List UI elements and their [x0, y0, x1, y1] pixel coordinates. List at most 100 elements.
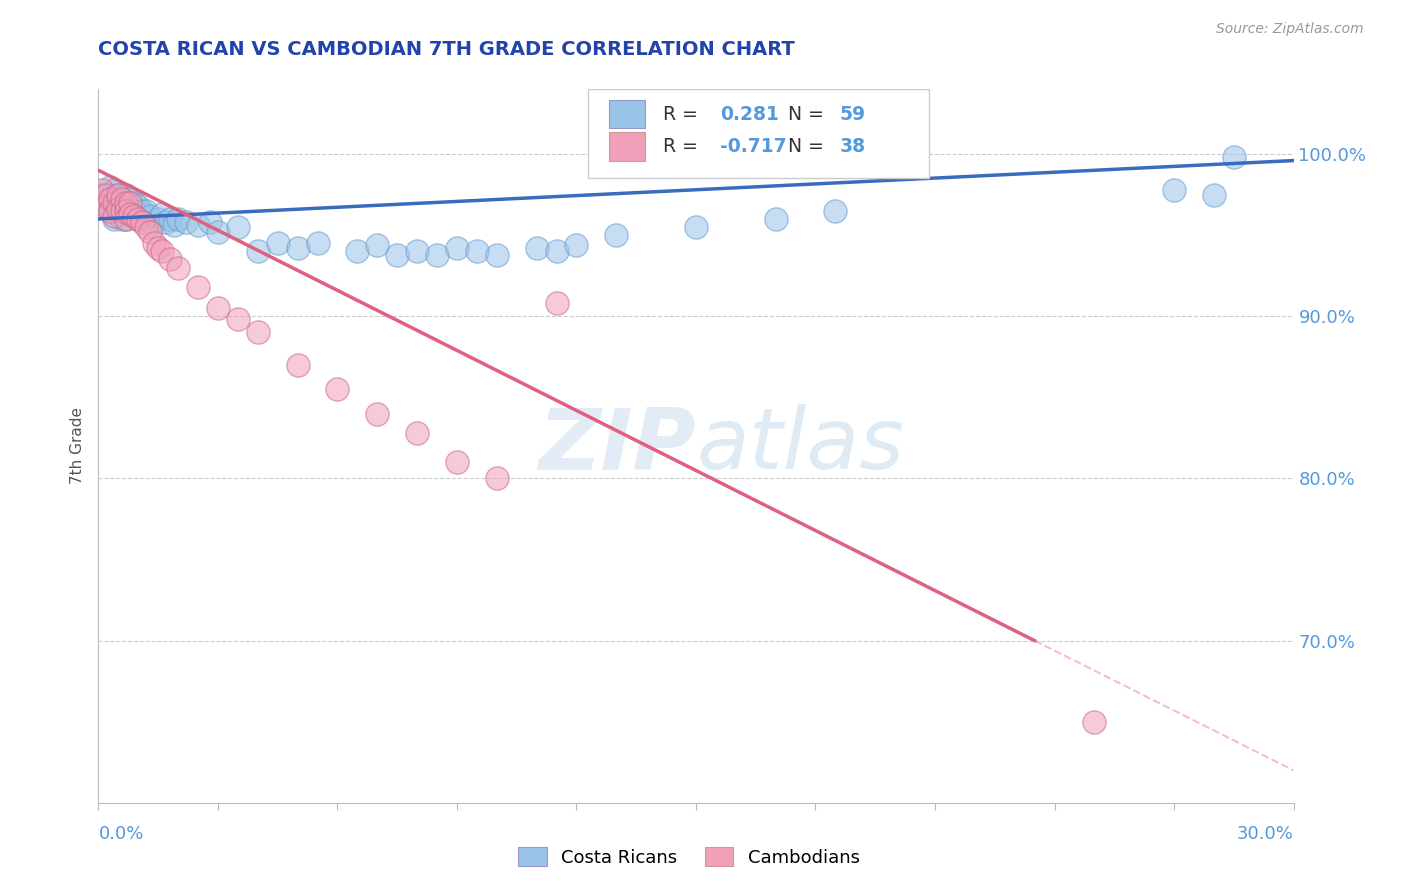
Point: [100, 203, 122, 218]
Point: [96, 187, 118, 202]
Point: [1202, 187, 1225, 202]
Point: [406, 244, 429, 259]
Point: [267, 236, 290, 251]
Text: 0.281: 0.281: [720, 104, 779, 124]
Point: [150, 244, 173, 259]
Point: [465, 244, 488, 259]
Point: [167, 260, 190, 275]
FancyBboxPatch shape: [588, 89, 929, 178]
Point: [1222, 150, 1246, 164]
Point: [366, 407, 388, 421]
Point: [111, 193, 134, 207]
Point: [120, 199, 142, 213]
Point: [226, 312, 249, 326]
Point: [131, 215, 153, 229]
Point: [96, 199, 118, 213]
Point: [159, 252, 181, 267]
Point: [187, 219, 209, 233]
Text: N =: N =: [787, 136, 830, 156]
Point: [155, 215, 177, 229]
Point: [446, 455, 468, 469]
Point: [107, 202, 129, 217]
Text: Source: ZipAtlas.com: Source: ZipAtlas.com: [1216, 22, 1364, 37]
Point: [115, 195, 138, 210]
Point: [148, 241, 170, 255]
Point: [326, 382, 349, 396]
Point: [546, 296, 568, 310]
Point: [150, 207, 173, 221]
Point: [406, 425, 429, 440]
Text: R =: R =: [662, 136, 703, 156]
Point: [127, 211, 149, 226]
Point: [485, 247, 508, 261]
Point: [107, 187, 129, 202]
Point: [207, 301, 229, 315]
Point: [103, 195, 125, 210]
Point: [163, 219, 186, 233]
Point: [526, 241, 548, 255]
Point: [111, 193, 134, 207]
Point: [111, 203, 134, 218]
Point: [120, 207, 142, 221]
Point: [226, 220, 249, 235]
Point: [120, 193, 142, 207]
Point: [135, 220, 157, 235]
Point: [198, 215, 221, 229]
Point: [287, 358, 309, 372]
Point: [167, 211, 190, 226]
Point: [565, 238, 588, 252]
Point: [159, 211, 181, 226]
Point: [685, 220, 707, 235]
Point: [385, 247, 409, 261]
Text: atlas: atlas: [696, 404, 904, 488]
Text: COSTA RICAN VS CAMBODIAN 7TH GRADE CORRELATION CHART: COSTA RICAN VS CAMBODIAN 7TH GRADE CORRE…: [98, 40, 796, 59]
Text: R =: R =: [662, 104, 703, 124]
Point: [100, 179, 122, 194]
Point: [605, 228, 627, 243]
Text: 59: 59: [839, 104, 866, 124]
Point: [91, 187, 114, 202]
Point: [127, 211, 149, 226]
Point: [115, 203, 138, 218]
Point: [426, 247, 449, 261]
Y-axis label: 7th Grade: 7th Grade: [70, 408, 86, 484]
Point: [1163, 183, 1185, 197]
Text: ZIP: ZIP: [538, 404, 696, 488]
Point: [107, 195, 129, 210]
Point: [115, 195, 138, 210]
Text: 38: 38: [839, 136, 866, 156]
FancyBboxPatch shape: [609, 100, 644, 128]
Point: [346, 244, 368, 259]
Point: [366, 238, 388, 252]
Point: [139, 209, 162, 223]
Text: -0.717: -0.717: [720, 136, 786, 156]
Point: [107, 187, 129, 202]
Point: [111, 199, 134, 213]
Point: [107, 209, 129, 223]
Point: [103, 209, 125, 223]
Point: [287, 241, 309, 255]
Text: N =: N =: [787, 104, 830, 124]
Point: [131, 203, 153, 218]
Point: [1083, 714, 1105, 729]
Text: 30.0%: 30.0%: [1237, 825, 1294, 843]
Point: [91, 183, 114, 197]
Point: [246, 326, 269, 340]
Point: [187, 280, 209, 294]
Point: [115, 187, 138, 202]
Point: [120, 207, 142, 221]
Point: [446, 241, 468, 255]
Point: [115, 211, 138, 226]
Point: [103, 211, 125, 226]
Point: [115, 203, 138, 218]
Point: [120, 195, 142, 210]
Legend: Costa Ricans, Cambodians: Costa Ricans, Cambodians: [510, 840, 868, 874]
Point: [307, 236, 329, 251]
Point: [96, 195, 118, 210]
Point: [148, 211, 170, 226]
Point: [485, 471, 508, 485]
Point: [103, 183, 125, 197]
Point: [546, 244, 568, 259]
Point: [100, 193, 122, 207]
Point: [207, 225, 229, 239]
